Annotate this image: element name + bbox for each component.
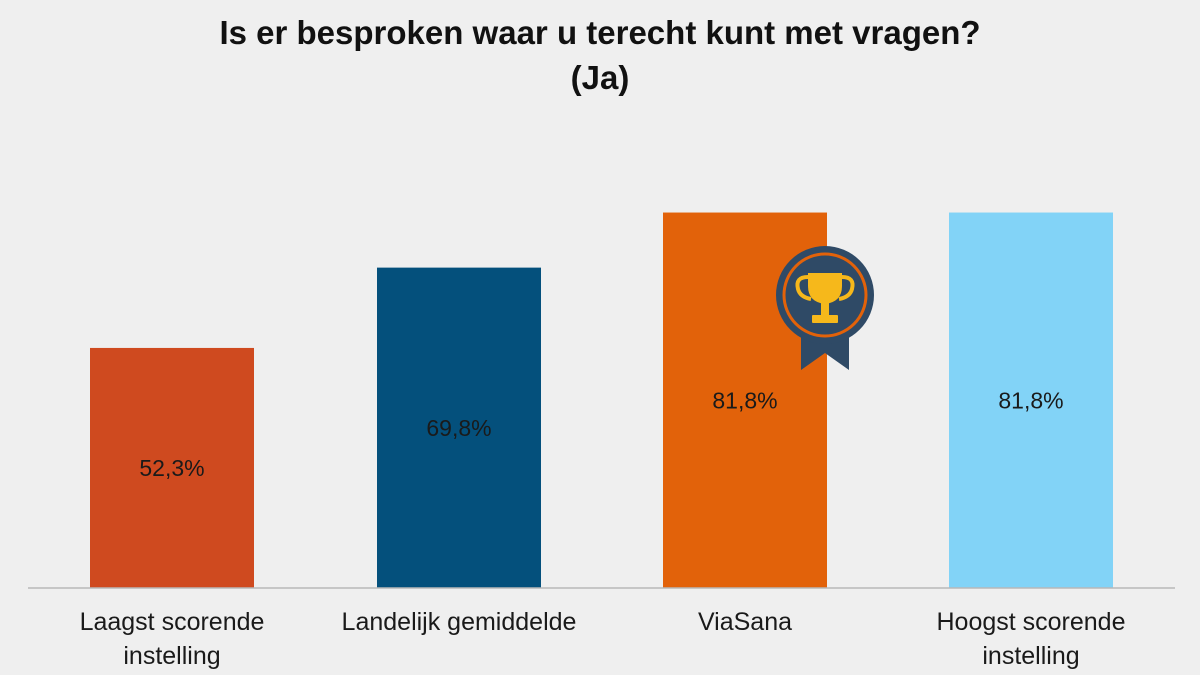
bar-4 xyxy=(949,212,1113,588)
chart-title: Is er besproken waar u terecht kunt met … xyxy=(0,10,1200,100)
data-label-4: 81,8% xyxy=(998,387,1063,413)
category-label-line: Landelijk gemiddelde xyxy=(342,608,577,636)
category-labels: Laagst scorende instelling Landelijk gemid… xyxy=(80,608,1126,670)
chart-subtitle: (Ja) xyxy=(570,59,630,96)
category-label-line: Hoogst scorende xyxy=(936,608,1125,636)
data-label-3: 81,8% xyxy=(712,387,777,413)
category-label-2: Landelijk gemiddelde xyxy=(342,608,577,636)
chart-title-main: Is er besproken waar u terecht kunt met … xyxy=(219,14,981,51)
category-label-line: ViaSana xyxy=(698,608,792,636)
award-badge xyxy=(776,246,874,370)
data-label-2: 69,8% xyxy=(426,415,491,441)
category-label-3: ViaSana xyxy=(698,608,792,636)
category-label-line: instelling xyxy=(982,642,1079,670)
bars-group: 52,3% 69,8% 81,8% 81,8% xyxy=(90,212,1113,588)
category-label-line: Laagst scorende xyxy=(80,608,265,636)
data-label-1: 52,3% xyxy=(139,455,204,481)
category-label-line: instelling xyxy=(123,642,220,670)
bar-1 xyxy=(90,347,254,588)
trophy-icon xyxy=(795,273,855,323)
category-label-4: Hoogst scorende instelling xyxy=(936,608,1125,670)
category-label-1: Laagst scorende instelling xyxy=(80,608,265,670)
bar-2 xyxy=(377,267,541,588)
